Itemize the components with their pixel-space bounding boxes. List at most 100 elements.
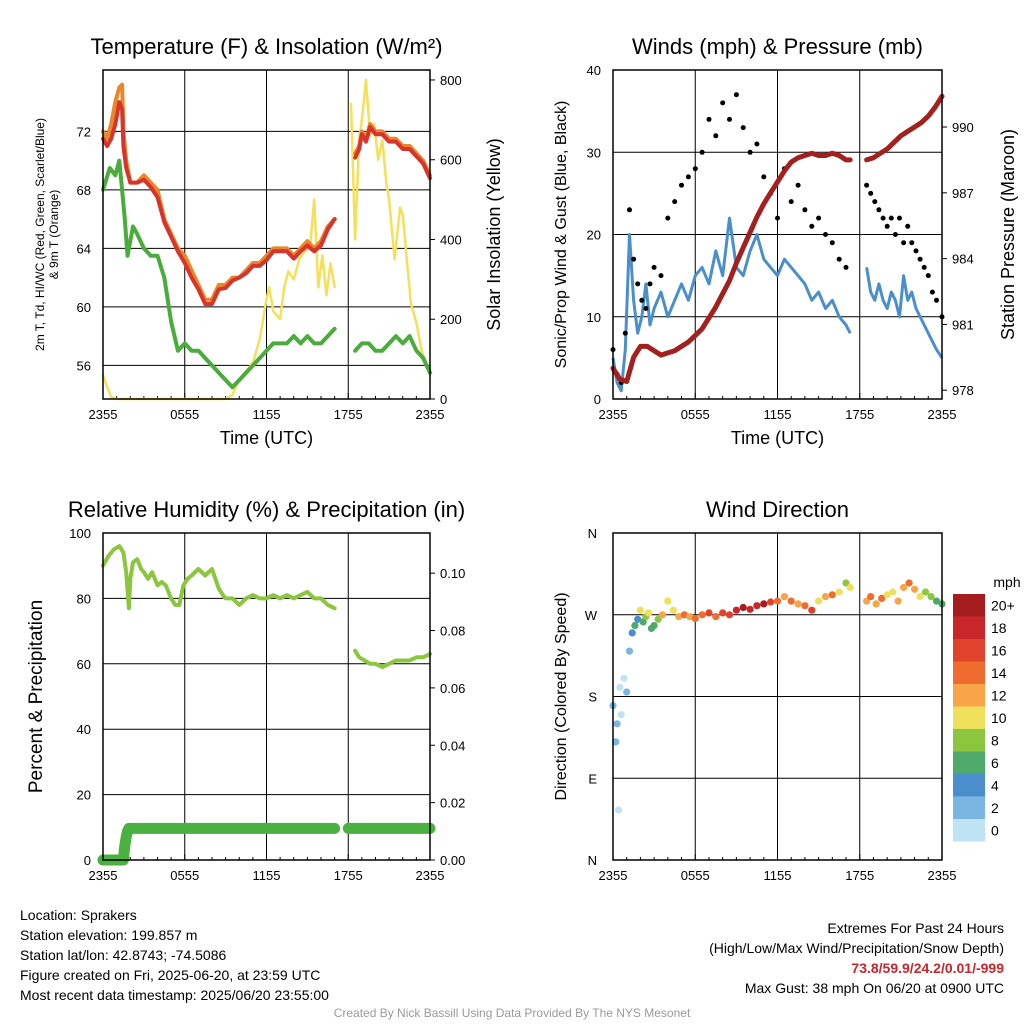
chart-title: Relative Humidity (%) & Precipitation (i…: [68, 497, 465, 522]
direction-point: [654, 615, 662, 623]
gust-point: [934, 297, 939, 303]
legend-swatch: [953, 616, 985, 639]
y-axis-label-group: Direction (Colored By Speed): [553, 592, 570, 800]
gust-point: [917, 256, 923, 262]
direction-point: [773, 597, 782, 605]
gust-point: [843, 264, 849, 270]
gust-point: [727, 116, 732, 122]
y-tick-label: 68: [77, 183, 91, 198]
y2-tick-label: 0.04: [440, 738, 465, 753]
humidity-panel: 2355 0555 1155 1755 2355 Relative Humidity (%…: [26, 497, 465, 883]
gust-point: [909, 240, 915, 246]
y2-tick-label: 0.10: [440, 566, 465, 581]
direction-point: [634, 615, 642, 623]
gust-point: [864, 182, 870, 188]
direction-point: [921, 588, 930, 596]
legend-swatch: [953, 729, 985, 752]
direction-point: [719, 609, 727, 617]
chart-title: Winds (mph) & Pressure (mb): [632, 34, 923, 59]
y-tick-label: 72: [77, 124, 91, 139]
x-tick-label: 1755: [334, 868, 363, 883]
direction-point: [889, 588, 897, 596]
plot-frame: [612, 532, 943, 861]
wind-speed-series-line: [865, 267, 944, 359]
gust-point: [823, 232, 828, 237]
legend-label: 10: [991, 710, 1007, 726]
gust-point: [901, 240, 907, 246]
y2-tick-label: 981: [952, 317, 974, 332]
direction-point: [787, 597, 795, 605]
direction-point: [780, 593, 789, 601]
gust-point: [639, 297, 645, 303]
chart-title: Temperature (F) & Insolation (W/m²): [90, 34, 442, 59]
y2-tick-label: 0: [440, 392, 447, 407]
speed-legend: mph 20+ 18 16 14 12 10 8 6 4 2 0: [953, 574, 1021, 842]
direction-point: [894, 597, 902, 605]
gust-point: [905, 223, 911, 229]
wind-direction-panel: 2355 0555 1155 1755 2355 Wind Direction N E S W N D…: [553, 497, 1021, 883]
plot-frame: [612, 69, 943, 400]
x-tick-label: 2355: [89, 868, 118, 883]
legend-label: 6: [991, 755, 999, 771]
y2-axis-label-group: Solar Insolation (Yellow): [484, 138, 504, 330]
direction-point: [616, 683, 624, 692]
direction-point: [732, 606, 741, 614]
direction-point: [911, 585, 919, 593]
temperature-panel: 2355 0555 1155 1755 2355 Temperature (F) & In…: [33, 34, 504, 448]
direction-point: [739, 603, 747, 612]
y-tick-label: 60: [77, 657, 91, 672]
station-location: Location: Sprakers: [20, 907, 137, 923]
y2-tick-label: 400: [440, 232, 462, 247]
legend-swatch: [953, 819, 985, 842]
y-tick-label: 80: [77, 591, 91, 606]
figure-created: Figure created on Fri, 2025-06-20, at 23…: [20, 967, 321, 983]
direction-point: [815, 597, 823, 605]
direction-point: [636, 606, 645, 614]
gust-point: [880, 215, 886, 221]
legend-label: 20+: [991, 597, 1015, 613]
gust-point: [802, 207, 808, 213]
gust-point: [651, 264, 657, 270]
extremes-legend: (High/Low/Max Wind/Precipitation/Snow De…: [709, 940, 1004, 956]
y-tick-label: 40: [77, 722, 91, 737]
direction-point: [842, 579, 850, 587]
gust-point: [884, 223, 890, 229]
direction-point: [878, 594, 886, 603]
direction-point: [645, 609, 653, 617]
wind-speed-series-line: [611, 216, 852, 393]
y-axis-label-group: Percent & Precipitation: [26, 600, 47, 793]
direction-point: [686, 613, 694, 621]
gust-point: [647, 281, 653, 287]
legend-swatch: [953, 594, 985, 617]
direction-point: [872, 600, 880, 608]
y-axis-label-group: 2m T, Td, HI/WC (Red, Green, Scarlet/Blu…: [33, 118, 61, 351]
y-tick-label: 64: [77, 241, 91, 256]
x-tick-label: 2355: [599, 407, 628, 422]
direction-point: [794, 600, 802, 608]
y-tick-label: 0: [594, 392, 601, 407]
direction-point: [821, 593, 830, 601]
gust-point: [713, 133, 719, 139]
direction-point: [628, 629, 636, 637]
x-tick-label: 1155: [253, 868, 281, 883]
gust-point: [747, 149, 753, 155]
direction-point: [691, 614, 699, 623]
legend-label: 12: [991, 687, 1007, 703]
station-elevation: Station elevation: 199.857 m: [20, 927, 198, 943]
direction-point: [900, 583, 908, 592]
x-axis-label: Time (UTC): [731, 428, 824, 448]
gust-point: [921, 264, 927, 270]
y-tick-label: E: [588, 771, 597, 786]
y-tick-label: 30: [587, 145, 601, 160]
y2-tick-label: 800: [440, 73, 462, 88]
y-tick-label: 40: [587, 63, 601, 78]
direction-point: [712, 613, 720, 621]
direction-point: [916, 593, 924, 601]
y2-tick-label: 978: [952, 383, 974, 398]
y-tick-label: 60: [77, 300, 91, 315]
gust-point: [622, 330, 628, 336]
extremes-values: 73.8/59.9/24.2/0.01/-999: [851, 960, 1004, 976]
dewpoint-series-line: [101, 158, 337, 390]
gust-point: [795, 182, 801, 188]
